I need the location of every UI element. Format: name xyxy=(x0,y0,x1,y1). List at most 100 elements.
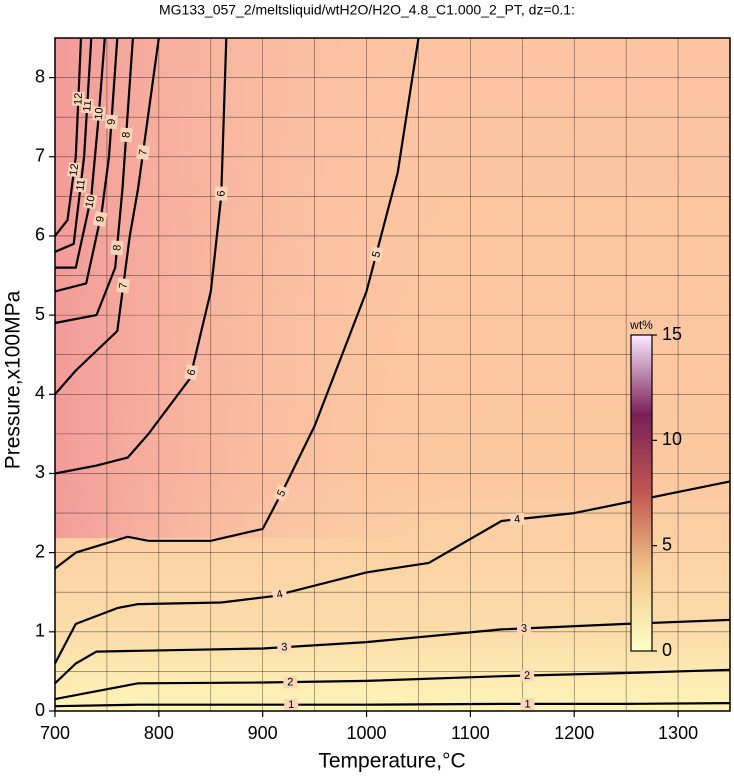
y-tick-label: 8 xyxy=(35,66,45,86)
contour-label: 7 xyxy=(137,149,150,157)
contour-label-group: 6 xyxy=(184,364,199,381)
colorbar: wt% 0 5 10 15 xyxy=(629,318,682,660)
contour-label-group: 7 xyxy=(116,277,131,294)
contour-label: 1 xyxy=(524,698,530,710)
contour-label-group: 8 xyxy=(119,127,133,143)
contour-label-box xyxy=(368,246,384,263)
contour-label-box xyxy=(272,484,290,503)
contour-label: 10 xyxy=(93,107,106,120)
contour-label-box xyxy=(92,210,108,228)
y-tick-label: 3 xyxy=(35,462,45,482)
contour-line xyxy=(54,668,731,701)
contour-label-box xyxy=(184,364,199,381)
contour-label: 8 xyxy=(120,131,132,138)
contour-label: 4 xyxy=(514,513,521,526)
contour-label-group: 6 xyxy=(214,186,228,201)
contour-label-box xyxy=(92,106,106,122)
y-tick-label: 7 xyxy=(35,146,45,166)
contour-label-group: 12 xyxy=(67,161,81,178)
y-tick-label: 1 xyxy=(35,621,45,641)
colorbar-tick-label: 0 xyxy=(662,640,672,660)
contour-label: 2 xyxy=(287,676,293,688)
contour-label: 11 xyxy=(74,179,87,192)
x-axis-label: Temperature,°C xyxy=(318,750,465,773)
contour-line xyxy=(54,37,228,475)
contour-label-box xyxy=(104,114,118,130)
contour-label-group: 1 xyxy=(284,698,299,711)
contour-label-group: 4 xyxy=(271,586,288,603)
contour-label-group: 3 xyxy=(516,622,532,635)
x-tick-label: 1200 xyxy=(554,723,594,743)
contour-label-group: 5 xyxy=(368,246,384,263)
contour-label-box xyxy=(283,675,298,689)
contour-label: 3 xyxy=(281,641,288,653)
x-tick-label: 900 xyxy=(248,723,278,743)
contour-label: 11 xyxy=(81,100,94,112)
plot-shading xyxy=(55,38,730,538)
contour-label: 10 xyxy=(83,194,97,209)
contour-label-box xyxy=(110,240,124,256)
contour-label: 5 xyxy=(275,488,288,499)
contour-label-box xyxy=(82,193,98,210)
y-tick-label: 6 xyxy=(35,225,45,245)
x-tick-label: 1100 xyxy=(451,723,490,743)
contour-label-group: 1 xyxy=(520,697,535,710)
y-axis-label: Pressure,x100MPa xyxy=(2,290,25,469)
contour-label-group: 3 xyxy=(276,640,292,654)
contour-label-box xyxy=(136,144,151,161)
contour-label-group: 11 xyxy=(73,177,88,193)
x-tick-label: 800 xyxy=(144,723,174,743)
contour-label-box xyxy=(72,91,85,107)
contour-line xyxy=(54,618,731,685)
contour-label: 2 xyxy=(524,670,530,682)
contour-label-group: 10 xyxy=(82,193,98,210)
contour-label-box xyxy=(516,622,532,635)
contour-label: 4 xyxy=(275,588,284,601)
y-tick-label: 2 xyxy=(35,541,45,561)
contour-label-box xyxy=(119,127,133,143)
contour-label-group: 10 xyxy=(92,106,106,122)
contour-label-box xyxy=(520,697,535,710)
contour-label-box xyxy=(73,177,88,193)
contour-label-group: 4 xyxy=(509,512,525,527)
y-tick-label: 0 xyxy=(35,700,45,720)
contour-label-group: 9 xyxy=(104,114,118,130)
contour-label-box xyxy=(214,186,228,201)
colorbar-tick-label: 15 xyxy=(662,324,682,344)
colorbar-tick-label: 10 xyxy=(662,429,682,449)
grid xyxy=(54,38,730,712)
y-tick-label: 4 xyxy=(35,383,45,403)
contour-label-box xyxy=(67,161,81,178)
contour-label-box xyxy=(284,698,299,711)
contour-line xyxy=(54,702,731,708)
contour-line xyxy=(54,37,93,253)
contour-label: 6 xyxy=(185,368,198,377)
contour-label-box xyxy=(271,586,288,603)
contour-label-group: 9 xyxy=(92,210,108,228)
contour-label-box xyxy=(276,640,292,654)
chart-title: MG133_057_2/meltsliquid/wtH2O/H2O_4.8_C1… xyxy=(159,2,575,18)
contour-label-group: 2 xyxy=(519,669,535,682)
contour-label: 12 xyxy=(68,163,81,177)
contour-label: 1 xyxy=(288,699,294,711)
plot-frame xyxy=(54,37,731,712)
contour-label: 12 xyxy=(72,92,85,105)
colorbar-label: wt% xyxy=(629,318,653,332)
contour-label-group: 5 xyxy=(272,484,290,503)
contour-label: 3 xyxy=(521,623,528,635)
contour-label: 5 xyxy=(370,250,383,259)
contour-label: 8 xyxy=(111,244,124,251)
contour-label-group: 8 xyxy=(110,240,124,256)
contour-label-group: 12 xyxy=(72,91,85,107)
contour-label-box xyxy=(519,669,535,682)
contour-label: 6 xyxy=(216,190,228,197)
contour-label-group: 2 xyxy=(283,675,298,689)
x-tick-label: 1000 xyxy=(347,723,387,743)
colorbar-scale xyxy=(630,334,653,652)
contour-label: 7 xyxy=(117,282,130,290)
x-tick-label: 700 xyxy=(40,723,70,743)
contour-label: 9 xyxy=(106,118,118,125)
